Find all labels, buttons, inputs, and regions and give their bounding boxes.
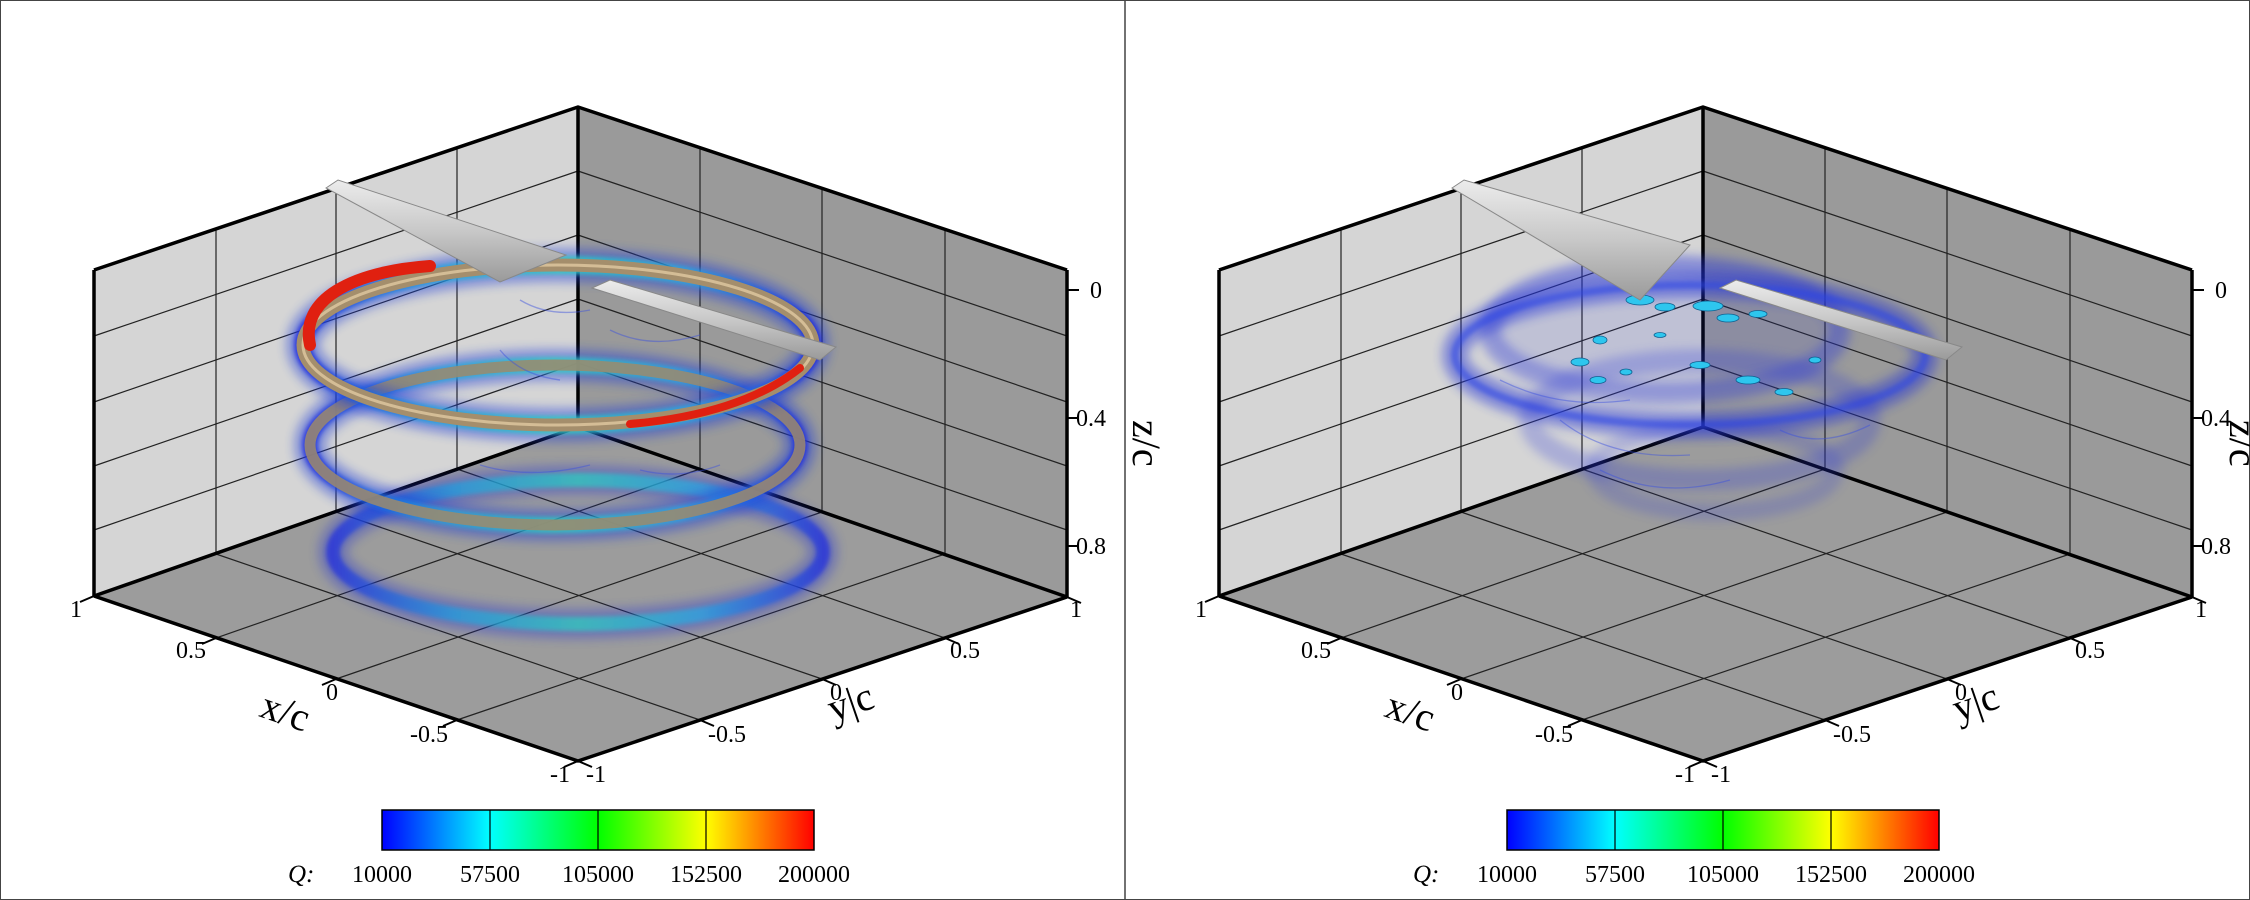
z-axis-title: z/c bbox=[1124, 420, 1169, 467]
rotor-blade-2 bbox=[590, 279, 838, 361]
colorbar-label: 105000 bbox=[562, 862, 634, 888]
y-axis-ticks: -1 -0.5 0 0.5 1 bbox=[1711, 597, 2207, 788]
z-tick: 0 bbox=[1090, 278, 1102, 304]
right-panel: 1 0.5 0 -0.5 -1 -1 -0.5 0 0.5 1 0 0.4 0.… bbox=[1195, 105, 2250, 888]
z-axis-title: z/c bbox=[2221, 420, 2250, 467]
vortex-core-highlight-lower bbox=[626, 364, 804, 428]
x-tick: 1 bbox=[70, 597, 82, 623]
tick-marks bbox=[79, 289, 1082, 768]
z-tick: 0.4 bbox=[1076, 406, 1106, 432]
colorbar-label: 10000 bbox=[1477, 862, 1537, 888]
rotor-blade-1 bbox=[325, 179, 568, 283]
x-tick: -1 bbox=[550, 762, 570, 788]
y-tick: 0 bbox=[1955, 680, 1967, 706]
x-tick: 0 bbox=[326, 680, 338, 706]
colorbar-title: Q: bbox=[1413, 861, 1439, 888]
colorbar-label: 152500 bbox=[1795, 862, 1867, 888]
colorbar: Q: 10000 57500 105000 152500 200000 bbox=[1413, 809, 1975, 888]
colorbar-label: 200000 bbox=[778, 862, 850, 888]
tick-marks bbox=[1204, 289, 2207, 768]
colorbar-label: 10000 bbox=[352, 862, 412, 888]
rotor-blade-2 bbox=[1718, 279, 1964, 361]
x-axis-title: x/c bbox=[1380, 682, 1441, 740]
vortex-ring-middle bbox=[294, 349, 816, 541]
z-axis-ticks: 0 0.4 0.8 bbox=[1076, 278, 1106, 560]
colorbar-label: 105000 bbox=[1687, 862, 1759, 888]
y-tick: 1 bbox=[2195, 597, 2207, 623]
x-axis-ticks: 1 0.5 0 -0.5 -1 bbox=[70, 597, 570, 788]
x-tick: 0.5 bbox=[176, 638, 206, 664]
rotor-blades bbox=[1451, 179, 1964, 361]
y-tick: -0.5 bbox=[708, 722, 746, 748]
colorbar-label: 57500 bbox=[1585, 862, 1645, 888]
rotor-blade-1 bbox=[1451, 179, 1691, 301]
wake-wisps bbox=[479, 299, 721, 475]
x-tick: 0.5 bbox=[1301, 638, 1331, 664]
y-tick: 0 bbox=[830, 680, 842, 706]
z-tick: 0.4 bbox=[2201, 406, 2231, 432]
y-tick: 0.5 bbox=[2075, 638, 2105, 664]
colorbar-label: 57500 bbox=[460, 862, 520, 888]
colorbar-label: 152500 bbox=[670, 862, 742, 888]
colorbar-label: 200000 bbox=[1903, 862, 1975, 888]
y-tick: 0.5 bbox=[950, 638, 980, 664]
y-tick: -1 bbox=[1711, 762, 1731, 788]
y-tick: 1 bbox=[1070, 597, 1082, 623]
rotor-blades bbox=[325, 179, 838, 361]
z-tick: 0 bbox=[2215, 278, 2227, 304]
z-axis-ticks: 0 0.4 0.8 bbox=[2201, 278, 2231, 560]
z-tick: 0.8 bbox=[2201, 534, 2231, 560]
x-axis-title: x/c bbox=[255, 682, 316, 740]
x-tick: 1 bbox=[1195, 597, 1207, 623]
x-axis-ticks: 1 0.5 0 -0.5 -1 bbox=[1195, 597, 1695, 788]
y-tick: -1 bbox=[586, 762, 606, 788]
vortex-core-fragments bbox=[1570, 294, 1822, 396]
left-panel: 1 0.5 0 -0.5 -1 -1 -0.5 0 0.5 1 0 0.4 0.… bbox=[70, 105, 1169, 888]
x-tick: 0 bbox=[1451, 680, 1463, 706]
wake-wisps bbox=[1499, 379, 1871, 489]
colorbar: Q: 10000 57500 105000 152500 200000 bbox=[288, 809, 850, 888]
z-tick: 0.8 bbox=[1076, 534, 1106, 560]
vortex-ring-lower bbox=[318, 465, 838, 639]
x-tick: -1 bbox=[1675, 762, 1695, 788]
x-tick: -0.5 bbox=[1535, 722, 1573, 748]
colorbar-title: Q: bbox=[288, 861, 314, 888]
vortex-core-highlight bbox=[302, 260, 436, 351]
y-axis-ticks: -1 -0.5 0 0.5 1 bbox=[586, 597, 1082, 788]
y-tick: -0.5 bbox=[1833, 722, 1871, 748]
x-tick: -0.5 bbox=[410, 722, 448, 748]
